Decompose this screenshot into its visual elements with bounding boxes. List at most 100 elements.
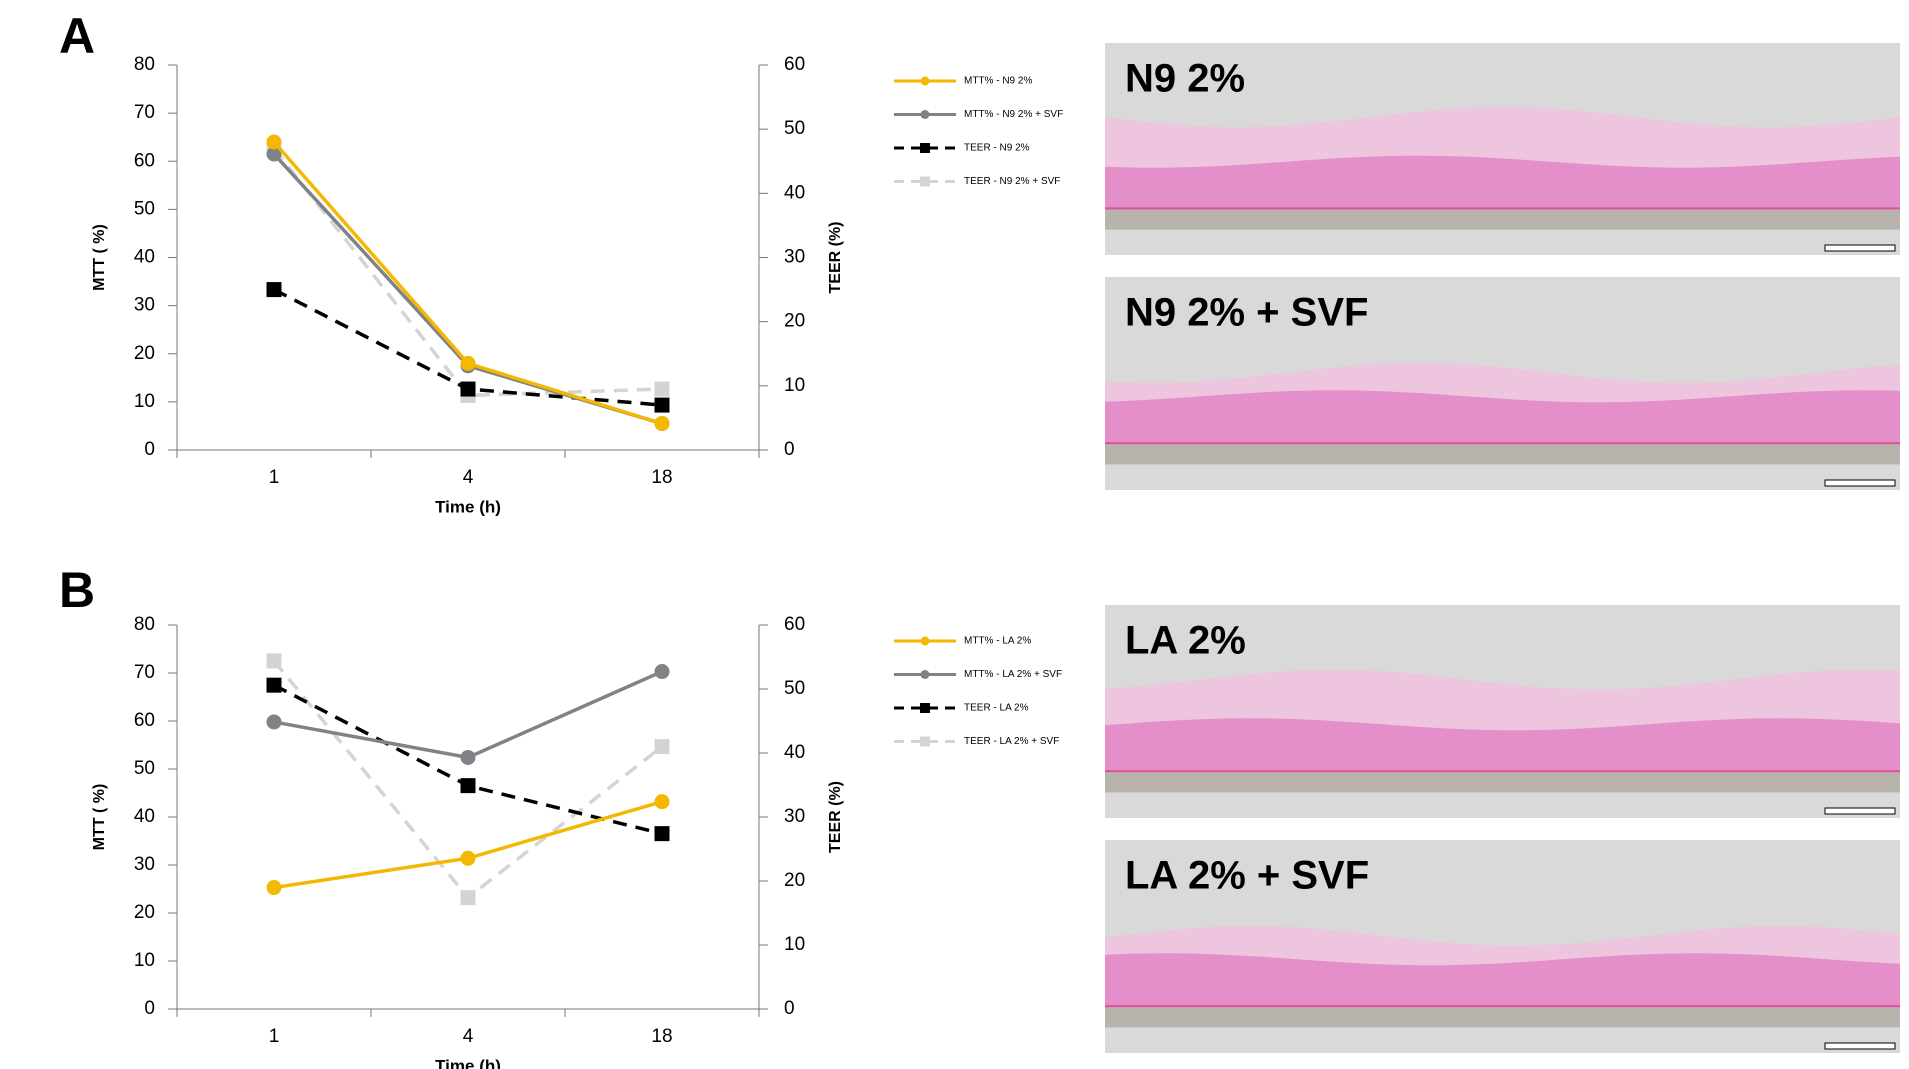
tissue-dense xyxy=(1105,953,1900,1007)
data-point xyxy=(266,134,282,150)
scale-bar xyxy=(1824,479,1896,487)
y2-axis-label: TEER (%) xyxy=(827,222,844,294)
data-point xyxy=(460,355,476,371)
y2-tick-label: 30 xyxy=(784,806,805,827)
y-tick-label: 80 xyxy=(134,614,155,635)
scale-bar xyxy=(1824,807,1896,815)
y-tick-label: 20 xyxy=(134,343,155,364)
legend-marker xyxy=(920,143,930,153)
y-tick-label: 0 xyxy=(144,439,155,460)
legend-label: TEER - LA 2% xyxy=(964,703,1029,714)
y-tick-label: 10 xyxy=(134,950,155,971)
data-point xyxy=(266,146,282,162)
y2-axis-label: TEER (%) xyxy=(827,781,844,853)
membrane xyxy=(1105,443,1900,465)
y2-tick-label: 20 xyxy=(784,311,805,332)
y2-tick-label: 40 xyxy=(784,182,805,203)
scale-bar xyxy=(1824,1042,1896,1050)
membrane xyxy=(1105,208,1900,230)
micrograph-label: N9 2% xyxy=(1125,57,1245,101)
micrograph-label: LA 2% + SVF xyxy=(1125,854,1369,898)
y2-tick-label: 50 xyxy=(784,118,805,139)
y2-tick-label: 60 xyxy=(784,54,805,75)
data-point xyxy=(460,850,476,866)
data-point xyxy=(460,381,476,397)
x-tick-label: 18 xyxy=(651,1026,672,1047)
y-axis-label: MTT ( %) xyxy=(91,224,108,291)
data-point xyxy=(654,381,670,397)
micrograph-label: LA 2% xyxy=(1125,619,1246,663)
panel-label: A xyxy=(59,8,95,64)
y2-tick-label: 40 xyxy=(784,742,805,763)
y-tick-label: 30 xyxy=(134,854,155,875)
data-point xyxy=(654,664,670,680)
y2-tick-label: 30 xyxy=(784,247,805,268)
data-point xyxy=(654,397,670,413)
data-point xyxy=(266,677,282,693)
y2-tick-label: 10 xyxy=(784,375,805,396)
y-tick-label: 40 xyxy=(134,247,155,268)
y2-tick-label: 0 xyxy=(784,998,795,1019)
x-axis-label: Time (h) xyxy=(435,497,501,516)
tissue-dense xyxy=(1105,718,1900,772)
y-tick-label: 70 xyxy=(134,102,155,123)
y-tick-label: 60 xyxy=(134,710,155,731)
data-point xyxy=(460,890,476,906)
legend-label: MTT% - LA 2% xyxy=(964,636,1031,647)
y2-tick-label: 0 xyxy=(784,439,795,460)
x-tick-label: 4 xyxy=(463,467,474,488)
data-point xyxy=(460,749,476,765)
data-point xyxy=(266,714,282,730)
legend-label: MTT% - N9 2% xyxy=(964,76,1032,87)
y-tick-label: 70 xyxy=(134,662,155,683)
membrane xyxy=(1105,1006,1900,1028)
tissue-dense xyxy=(1105,155,1900,209)
y2-tick-label: 50 xyxy=(784,678,805,699)
data-point xyxy=(266,880,282,896)
legend-label: MTT% - LA 2% + SVF xyxy=(964,669,1062,680)
data-point xyxy=(266,282,282,298)
y-axis-label: MTT ( %) xyxy=(91,784,108,851)
x-axis-label: Time (h) xyxy=(435,1056,501,1069)
legend-marker xyxy=(920,636,930,646)
legend-marker xyxy=(920,736,930,747)
data-point xyxy=(460,778,476,794)
legend-label: MTT% - N9 2% + SVF xyxy=(964,109,1063,120)
y-tick-label: 40 xyxy=(134,806,155,827)
data-point xyxy=(654,416,670,432)
x-tick-label: 1 xyxy=(269,1026,280,1047)
panel-label: B xyxy=(59,562,95,618)
micrograph-label: N9 2% + SVF xyxy=(1125,291,1368,335)
series-line xyxy=(272,147,663,398)
legend-label: TEER - N9 2% + SVF xyxy=(964,176,1060,187)
y2-tick-label: 20 xyxy=(784,870,805,891)
series-line xyxy=(272,140,663,426)
y-tick-label: 20 xyxy=(134,902,155,923)
legend-marker xyxy=(920,110,930,119)
data-point xyxy=(654,739,670,755)
x-tick-label: 18 xyxy=(651,467,672,488)
data-point xyxy=(266,653,282,669)
legend-label: TEER - LA 2% + SVF xyxy=(964,736,1059,747)
membrane xyxy=(1105,771,1900,793)
y-tick-label: 80 xyxy=(134,54,155,75)
legend-marker xyxy=(920,703,930,713)
y-tick-label: 10 xyxy=(134,391,155,412)
data-point xyxy=(654,794,670,810)
legend-marker xyxy=(920,76,930,86)
legend-marker xyxy=(920,176,930,187)
y-tick-label: 50 xyxy=(134,758,155,779)
legend-marker xyxy=(920,670,930,679)
legend-label: TEER - N9 2% xyxy=(964,143,1030,154)
series-line xyxy=(273,799,663,890)
y-tick-label: 50 xyxy=(134,198,155,219)
y2-tick-label: 10 xyxy=(784,934,805,955)
y-tick-label: 0 xyxy=(144,998,155,1019)
scale-bar xyxy=(1824,244,1896,252)
series-line xyxy=(273,669,663,760)
y2-tick-label: 60 xyxy=(784,614,805,635)
y-tick-label: 60 xyxy=(134,150,155,171)
y-tick-label: 30 xyxy=(134,295,155,316)
